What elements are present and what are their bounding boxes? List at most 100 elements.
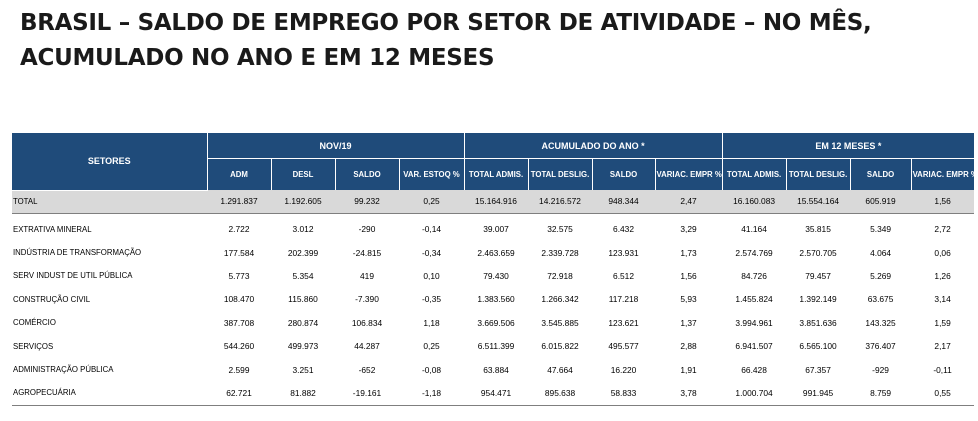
table-cell: 280.874 [287,317,319,328]
sector-name: EXTRATIVA MINERAL [13,224,92,234]
table-row: INDÚSTRIA DE TRANSFORMAÇÃO 177.584 202.399… [12,241,974,264]
column-header: DESL [270,158,335,190]
table-body: TOTAL 1.291.837 1.192.605 99.232 0,25 15.164.… [12,190,975,406]
table-cell: 39.007 [483,224,509,235]
table-cell: 3.994.961 [735,317,773,328]
table-cell: 0,55 [911,381,975,406]
table-row: COMÉRCIO 387.708 280.874 106.834 1,18 3.669.5… [12,311,974,334]
table-cell: 62.721 [207,381,271,406]
table-cell: 41.164 [741,224,767,235]
table-cell: 15.164.916 [464,190,529,214]
sector-name: INDÚSTRIA DE TRANSFORMAÇÃO [13,248,142,258]
table-cell: 63.884 [483,364,509,375]
table-row: ADMINISTRAÇÃO PÚBLICA 2.599 3.251 -652 -0,08… [12,358,974,381]
table-cell: 3,14 [934,294,951,305]
title-line-1: BRASIL – SALDO DE EMPREGO POR SETOR DE A… [20,10,872,36]
table-row: EXTRATIVA MINERAL 2.722 3.012 -290 -0,14 39.0… [12,213,974,241]
group-header-year: ACUMULADO DO ANO * [463,133,723,159]
table-cell: 499.973 [287,341,319,352]
table-cell: 419 [360,270,374,281]
table-cell: 5.354 [292,270,314,281]
table-cell: 1.291.837 [207,190,271,214]
table-cell: 3,29 [680,224,697,235]
column-header: SALDO [849,158,912,190]
column-header: VARIAC. EMPR % [910,158,975,190]
table-cell: 0,25 [423,341,440,352]
table-cell: -24.815 [352,247,382,258]
sector-name: COMÉRCIO [13,318,56,328]
table-cell: -0,14 [421,224,442,235]
page-title: BRASIL – SALDO DE EMPREGO POR SETOR DE A… [20,6,960,76]
table-row: SERV INDUST DE UTIL PÚBLICA 5.773 5.354 419… [12,264,974,287]
table-cell: 1.455.824 [735,294,773,305]
table-cell: -0,35 [421,294,442,305]
sector-name: SERV INDUST DE UTIL PÚBLICA [13,271,133,281]
table-cell: 6.512 [613,270,634,281]
table-cell: -0,11 [933,364,952,375]
column-header: TOTAL ADMIS. [463,158,529,190]
table-cell: 1.383.560 [477,294,515,305]
table-cell: 895.638 [528,381,593,406]
table-cell: 63.675 [867,294,894,305]
table-cell: 3,78 [655,381,723,406]
table-cell: 106.834 [351,317,383,328]
table-cell: 948.344 [592,190,656,214]
table-cell: 1,37 [680,317,697,328]
column-header: TOTAL DESLIG. [785,158,851,190]
table-cell: 1.392.149 [799,294,837,305]
table-cell: 2,17 [934,341,951,352]
table-cell: 44.287 [354,341,380,352]
table-cell: 954.471 [464,381,529,406]
table-cell: 2.339.728 [541,247,579,258]
sector-name: ADMINISTRAÇÃO PÚBLICA [13,365,114,375]
table-cell: 0,25 [399,190,465,214]
table-cell: 202.399 [287,247,319,258]
table-cell: 2.574.769 [735,247,773,258]
column-header: VAR. ESTOQ % [398,158,465,190]
sector-name: AGROPECUÁRIA [12,381,207,406]
sector-name: SERVIÇOS [13,341,54,351]
table-cell: 3.851.636 [799,317,837,328]
total-row: TOTAL 1.291.837 1.192.605 99.232 0,25 15.164.… [12,190,975,214]
table-cell: 0,10 [423,270,440,281]
table-cell: 1,59 [934,317,951,328]
table-cell: 6.941.507 [735,341,773,352]
table-cell: 79.457 [805,270,831,281]
table-cell: 1,26 [934,270,951,281]
column-header: TOTAL ADMIS. [721,158,787,190]
table-cell: 16.220 [610,364,637,375]
sectors-header: SETORES [12,133,207,191]
table-cell: 47.664 [547,364,573,375]
table-cell: 72.918 [547,270,573,281]
table-cell: 84.726 [741,270,767,281]
table-cell: 2.722 [228,224,250,235]
table-cell: 1,91 [680,364,697,375]
table-cell: 79.430 [483,270,509,281]
table-cell: 16.160.083 [722,190,787,214]
table-cell: 1,73 [680,247,697,258]
table-row: CONSTRUÇÃO CIVIL 108.470 115.860 -7.390 -0,3… [12,288,974,311]
column-header: TOTAL DESLIG. [527,158,593,190]
table-cell: 81.882 [271,381,335,406]
table-cell: 177.584 [223,247,255,258]
column-header: ADM [206,158,271,190]
table-cell: 2.570.705 [799,247,837,258]
table-cell: -19.161 [335,381,399,406]
table-cell: 8.759 [850,381,912,406]
table-cell: 35.815 [805,224,831,235]
table-cell: 67.357 [805,364,831,375]
table-cell: 32.575 [547,224,573,235]
group-header-12-months: EM 12 MESES * [721,133,975,159]
column-header-row: ADM DESL SALDO VAR. ESTOQ % TOTAL ADMIS. TOTA… [12,158,975,190]
column-header: SALDO [591,158,656,190]
table-row: AGROPECUÁRIA 62.721 81.882 -19.161 -1,18 954.… [12,381,975,406]
table-cell: 605.919 [850,190,912,214]
table-cell: 58.833 [592,381,656,406]
table-cell: 1.192.605 [271,190,335,214]
table-cell: 5.269 [870,270,892,281]
table-cell: 3.545.885 [541,317,579,328]
table-cell: -652 [358,364,376,375]
table-cell: 115.860 [288,294,318,305]
column-header: VARIAC. EMPR % [654,158,723,190]
table-cell: 1.266.342 [541,294,579,305]
